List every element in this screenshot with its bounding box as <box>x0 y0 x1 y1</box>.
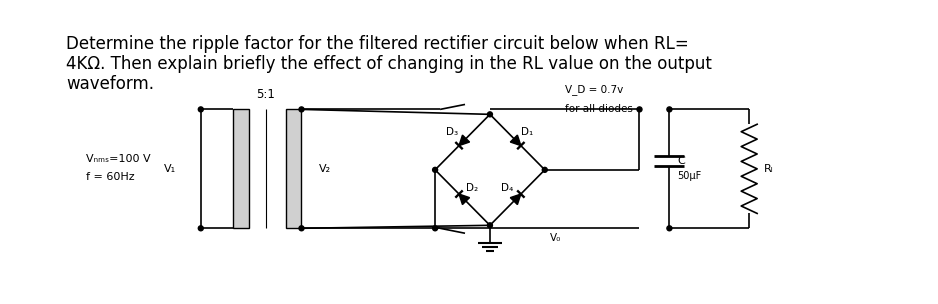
Polygon shape <box>459 194 470 205</box>
Bar <box>285 109 301 228</box>
Text: V₀: V₀ <box>550 233 561 243</box>
Circle shape <box>432 168 438 172</box>
Circle shape <box>637 107 642 112</box>
Circle shape <box>488 223 492 228</box>
Text: D₄: D₄ <box>501 183 513 193</box>
Text: D₃: D₃ <box>446 127 459 137</box>
Text: 5:1: 5:1 <box>256 88 275 102</box>
Text: 50μF: 50μF <box>677 171 702 181</box>
Text: 4KΩ. Then explain briefly the effect of changing in the RL value on the output: 4KΩ. Then explain briefly the effect of … <box>67 55 712 73</box>
Polygon shape <box>459 135 470 146</box>
Bar <box>233 109 249 228</box>
Text: Determine the ripple factor for the filtered rectifier circuit below when RL=: Determine the ripple factor for the filt… <box>67 35 688 53</box>
Circle shape <box>198 226 204 231</box>
Text: waveform.: waveform. <box>67 75 154 93</box>
Text: f = 60Hz: f = 60Hz <box>86 172 135 182</box>
Text: C: C <box>677 156 685 166</box>
Circle shape <box>542 168 547 172</box>
Circle shape <box>667 107 672 112</box>
Text: Vₙₘₛ=100 V: Vₙₘₛ=100 V <box>86 154 151 164</box>
Polygon shape <box>510 194 521 205</box>
Text: D₁: D₁ <box>522 127 534 137</box>
Text: for all diodes: for all diodes <box>565 105 632 114</box>
Circle shape <box>198 107 204 112</box>
Text: D₂: D₂ <box>466 183 478 193</box>
Circle shape <box>299 107 304 112</box>
Circle shape <box>488 112 492 117</box>
Text: Rₗ: Rₗ <box>764 164 774 174</box>
Text: V₂: V₂ <box>318 164 330 174</box>
Circle shape <box>667 226 672 231</box>
Circle shape <box>432 226 438 231</box>
Text: V₁: V₁ <box>164 164 175 174</box>
Text: V_D = 0.7v: V_D = 0.7v <box>565 84 623 95</box>
Polygon shape <box>510 135 521 146</box>
Circle shape <box>299 226 304 231</box>
